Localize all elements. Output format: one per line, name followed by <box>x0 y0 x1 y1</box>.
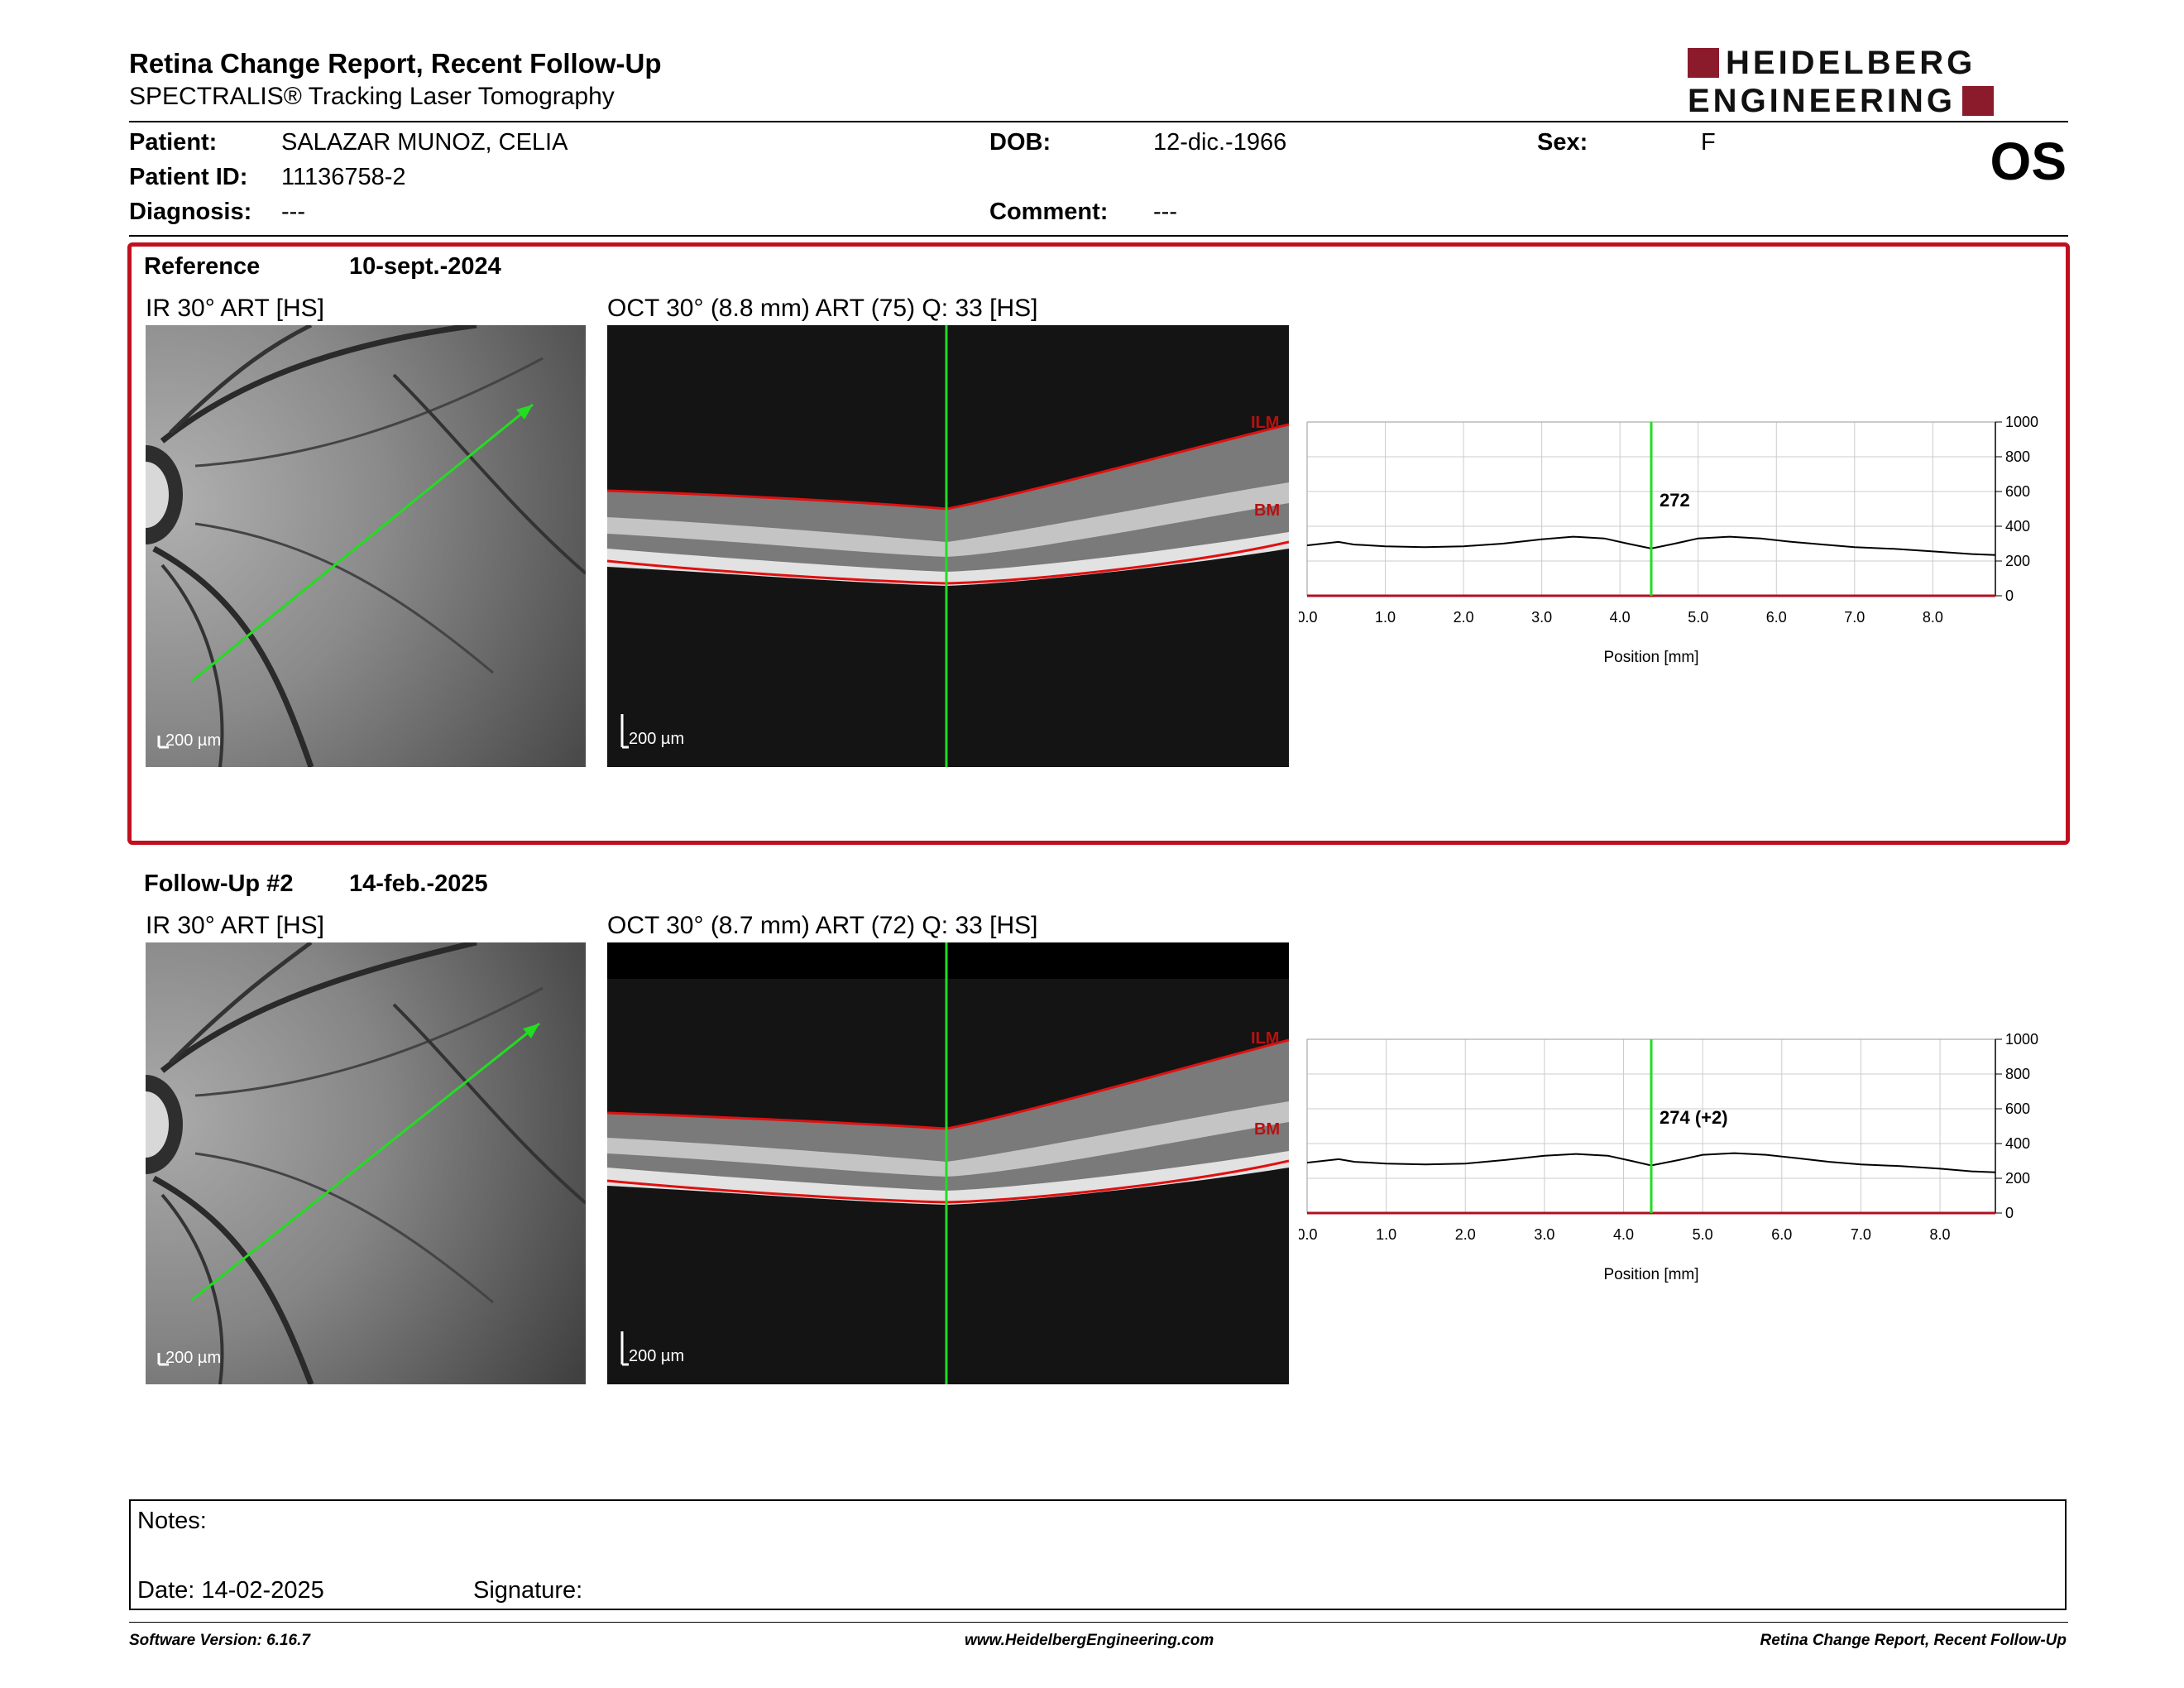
followup-ir-label: IR 30° ART [HS] <box>146 912 324 939</box>
x-tick-label: 4.0 <box>1613 1226 1634 1243</box>
date-field: Date: 14-02-2025 <box>137 1577 324 1604</box>
x-axis-label: Position [mm] <box>1603 1266 1698 1283</box>
software-version: Software Version: 6.16.7 <box>129 1632 310 1649</box>
cursor-value-label: 274 (+2) <box>1660 1107 1728 1128</box>
oct-svg: ILM BM 200 µm <box>607 942 1289 1384</box>
cursor-value-label: 272 <box>1660 490 1690 511</box>
x-tick-label: 3.0 <box>1531 609 1552 626</box>
y-tick-label: 800 <box>2005 448 2030 465</box>
x-tick-label: 0.0 <box>1299 1226 1318 1243</box>
followup-date: 14-feb.-2025 <box>349 870 488 897</box>
followup-thickness-chart: 0.0 1.0 2.0 3.0 4.0 5.0 6.0 7.0 8.0 0 200 400 600 800… <box>1299 1031 2038 1283</box>
logo-square-icon <box>1962 86 1995 116</box>
y-tick-label: 0 <box>2005 1205 2014 1221</box>
report-title: Retina Change Report, Recent Follow-Up <box>129 48 662 79</box>
x-tick-label: 2.0 <box>1454 609 1474 626</box>
patient-divider <box>129 235 2068 237</box>
followup-label: Follow-Up #2 <box>144 870 294 897</box>
oct-ilm-label: ILM <box>1251 1029 1279 1048</box>
x-tick-label: 6.0 <box>1771 1226 1792 1243</box>
reference-date: 10-sept.-2024 <box>349 253 501 280</box>
y-tick-label: 600 <box>2005 483 2030 500</box>
x-tick-label: 1.0 <box>1375 609 1396 626</box>
reference-oct-image[interactable]: ILM BM 200 µm <box>607 325 1289 767</box>
fundus-svg: 200 µm <box>146 942 586 1384</box>
x-axis-label: Position [mm] <box>1603 649 1698 666</box>
followup-fundus-image[interactable]: 200 µm <box>146 942 586 1384</box>
report-subtitle: SPECTRALIS® Tracking Laser Tomography <box>129 83 615 110</box>
reference-fundus-image[interactable]: 200 µm <box>146 325 586 767</box>
sex-label: Sex: <box>1537 129 1588 156</box>
patient-id: 11136758-2 <box>281 164 406 190</box>
x-tick-label: 2.0 <box>1455 1226 1476 1243</box>
oct-scale-text: 200 µm <box>629 1347 684 1365</box>
dob-value: 12-dic.-1966 <box>1153 129 1287 156</box>
reference-ir-label: IR 30° ART [HS] <box>146 295 324 322</box>
logo-line2: ENGINEERING <box>1688 83 1956 119</box>
reference-oct-label: OCT 30° (8.8 mm) ART (75) Q: 33 [HS] <box>607 295 1038 322</box>
sex-value: F <box>1701 129 1716 156</box>
y-tick-label: 600 <box>2005 1101 2030 1117</box>
comment-value: --- <box>1153 199 1177 225</box>
patient-name: SALAZAR MUNOZ, CELIA <box>281 129 568 156</box>
reference-thickness-chart: 0.0 1.0 2.0 3.0 4.0 5.0 6.0 7.0 8.0 0 200 400 600 800… <box>1299 414 2038 666</box>
notes-box[interactable]: Notes: Date: 14-02-2025 Signature: <box>129 1499 2067 1610</box>
dob-label: DOB: <box>989 129 1051 156</box>
oct-svg: ILM BM 200 µm <box>607 325 1289 767</box>
y-tick-label: 1000 <box>2005 414 2038 430</box>
y-tick-label: 400 <box>2005 518 2030 535</box>
comment-label: Comment: <box>989 199 1109 225</box>
eye-indicator: OS <box>1990 132 2067 191</box>
thickness-series-line <box>1306 535 1996 556</box>
header-divider <box>129 121 2068 122</box>
reference-box <box>127 242 2070 845</box>
oct-scale-text: 200 µm <box>629 730 684 748</box>
fundus-scale-text: 200 µm <box>165 731 221 750</box>
x-tick-label: 5.0 <box>1693 1226 1713 1243</box>
x-tick-label: 6.0 <box>1766 609 1787 626</box>
logo-line1: HEIDELBERG <box>1726 45 1976 81</box>
fundus-scale-text: 200 µm <box>165 1349 221 1367</box>
y-tick-label: 1000 <box>2005 1031 2038 1048</box>
x-tick-label: 8.0 <box>1923 609 1943 626</box>
heidelberg-logo: HEIDELBERG ENGINEERING <box>1688 46 2068 117</box>
footer-report-name: Retina Change Report, Recent Follow-Up <box>1760 1632 2067 1649</box>
followup-oct-label: OCT 30° (8.7 mm) ART (72) Q: 33 [HS] <box>607 912 1038 939</box>
oct-bm-label: BM <box>1254 501 1280 520</box>
x-tick-label: 5.0 <box>1688 609 1708 626</box>
reference-label: Reference <box>144 253 261 280</box>
footer-url[interactable]: www.HeidelbergEngineering.com <box>965 1632 1214 1649</box>
footer-divider <box>129 1622 2068 1623</box>
x-tick-label: 8.0 <box>1930 1226 1951 1243</box>
y-tick-label: 400 <box>2005 1135 2030 1152</box>
x-tick-label: 7.0 <box>1844 609 1865 626</box>
patient-id-label: Patient ID: <box>129 164 248 190</box>
y-tick-label: 800 <box>2005 1066 2030 1082</box>
x-tick-label: 4.0 <box>1610 609 1631 626</box>
signature-label: Signature: <box>473 1577 583 1604</box>
y-tick-label: 200 <box>2005 553 2030 569</box>
notes-label: Notes: <box>137 1508 207 1534</box>
x-tick-label: 7.0 <box>1851 1226 1871 1243</box>
y-tick-label: 200 <box>2005 1170 2030 1187</box>
x-tick-label: 1.0 <box>1376 1226 1396 1243</box>
y-tick-label: 0 <box>2005 587 2014 604</box>
thickness-series-line <box>1306 1152 1996 1173</box>
diagnosis-value: --- <box>281 199 305 225</box>
fundus-svg: 200 µm <box>146 325 586 767</box>
x-tick-label: 0.0 <box>1299 609 1318 626</box>
patient-label: Patient: <box>129 129 218 156</box>
x-tick-label: 3.0 <box>1534 1226 1554 1243</box>
oct-bm-label: BM <box>1254 1120 1280 1139</box>
logo-square-icon <box>1688 48 1719 78</box>
followup-oct-image[interactable]: ILM BM 200 µm <box>607 942 1289 1384</box>
oct-ilm-label: ILM <box>1251 414 1279 432</box>
diagnosis-label: Diagnosis: <box>129 199 252 225</box>
